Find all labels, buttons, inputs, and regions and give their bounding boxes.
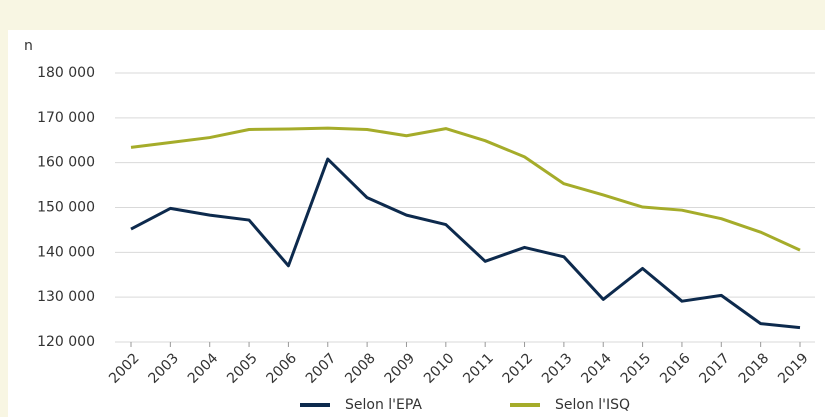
series-line [130,126,801,252]
y-tick-label: 150 000 [37,200,95,216]
y-tick-label: 160 000 [37,155,95,171]
series-line [130,157,801,330]
legend-label: Selon l'ISQ [555,397,630,413]
y-tick-label: 120 000 [37,334,95,350]
y-axis-label: n [24,38,33,54]
legend-label: Selon l'EPA [345,397,422,413]
y-tick-label: 130 000 [37,289,95,305]
y-tick-label: 170 000 [37,110,95,126]
y-tick-label: 180 000 [37,65,95,81]
y-tick-label: 140 000 [37,244,95,260]
